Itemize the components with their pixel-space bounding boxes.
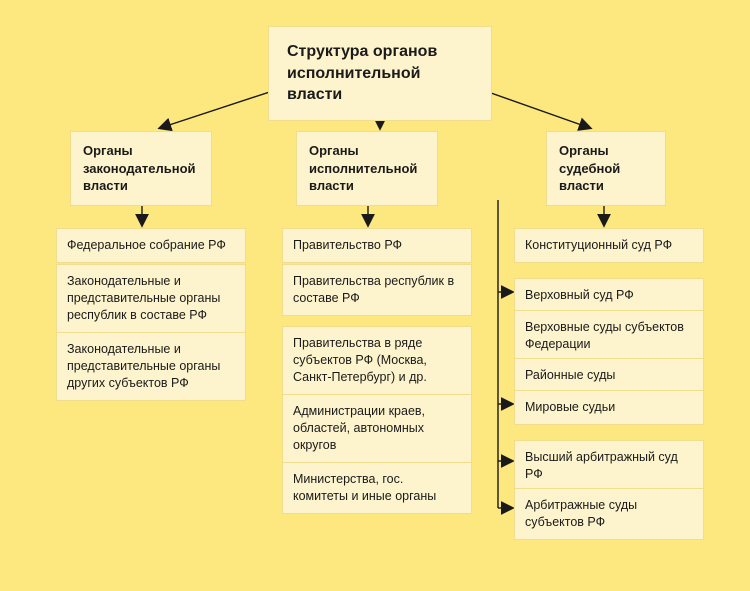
item-judicial-2: Верховные суды субъектов Федерации [514, 310, 704, 362]
branch-legislative: Органы законодательной власти [70, 131, 212, 206]
item-judicial-1: Верховный суд РФ [514, 278, 704, 313]
item-judicial-5: Высший арбитражный суд РФ [514, 440, 704, 492]
branch-judicial: Органы судебной власти [546, 131, 666, 206]
item-judicial-4: Мировые судьи [514, 390, 704, 425]
item-judicial-0: Конституционный суд РФ [514, 228, 704, 263]
item-executive-1: Правительства республик в составе РФ [282, 264, 472, 316]
branch-executive: Органы исполнительной власти [296, 131, 438, 206]
item-executive-0: Правительство РФ [282, 228, 472, 263]
item-legislative-1: Законодательные и представительные орган… [56, 264, 246, 333]
item-executive-2: Правительства в ряде субъектов РФ (Москв… [282, 326, 472, 395]
item-legislative-0: Федеральное собрание РФ [56, 228, 246, 263]
item-executive-4: Министерства, гос. комитеты и иные орган… [282, 462, 472, 514]
item-judicial-3: Районные суды [514, 358, 704, 393]
item-judicial-6: Арбитражные суды субъектов РФ [514, 488, 704, 540]
item-legislative-2: Законодательные и представительные орган… [56, 332, 246, 401]
root-node: Структура органов исполнительной власти [268, 26, 492, 121]
item-executive-3: Администрации краев, областей, автономны… [282, 394, 472, 463]
